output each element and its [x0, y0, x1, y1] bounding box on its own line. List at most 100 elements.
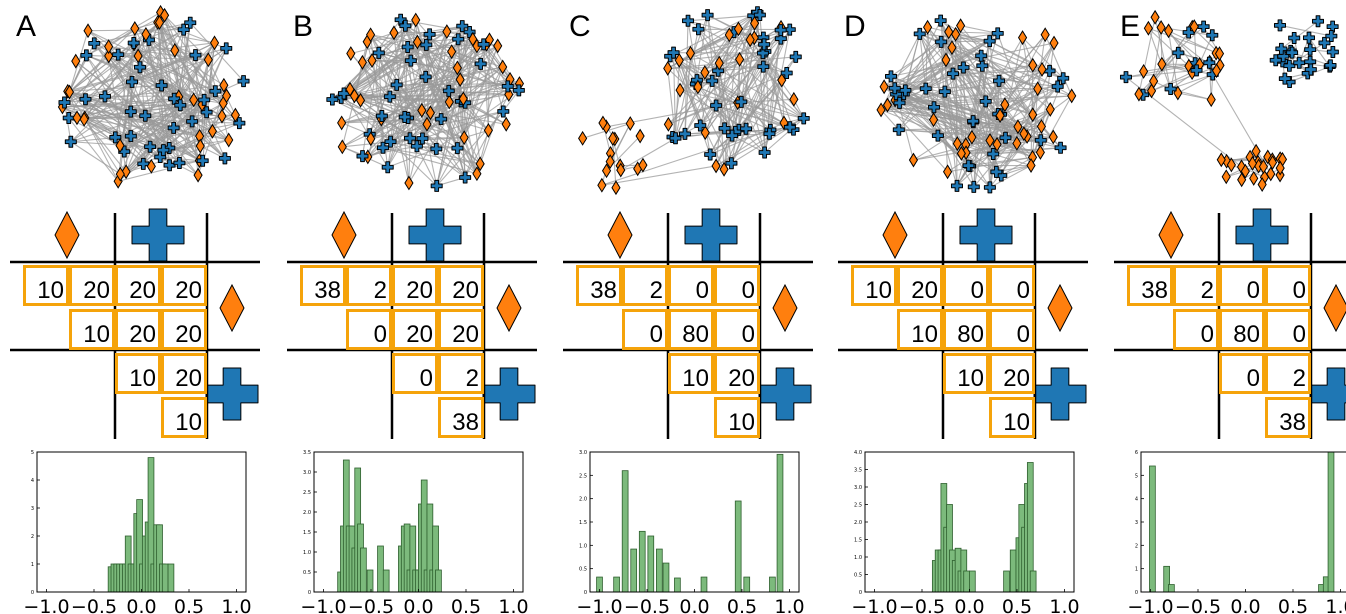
histogram-bar	[161, 563, 169, 593]
edge	[369, 46, 409, 135]
histogram-bar	[743, 576, 751, 593]
y-tick-label: 2	[31, 534, 34, 540]
orange-diamond-icon	[496, 283, 522, 333]
cross-node	[137, 157, 150, 170]
diamond-node	[72, 110, 82, 126]
network-graph	[838, 0, 1098, 205]
matrix-cell: 38	[1127, 265, 1173, 306]
cross-node	[423, 28, 436, 41]
diamond-node	[1149, 73, 1159, 89]
cross-node	[1057, 72, 1070, 85]
matrix-cell: 80	[1219, 309, 1265, 350]
cross-node	[1275, 42, 1288, 55]
histogram-bar	[382, 569, 390, 593]
edge	[1022, 37, 1064, 79]
histogram-bar	[1009, 549, 1017, 593]
cross-node	[780, 66, 793, 79]
cross-node	[667, 46, 680, 59]
cross-node	[144, 140, 157, 153]
cross-node	[975, 49, 988, 62]
edge	[448, 78, 511, 92]
edge	[393, 32, 510, 95]
diamond-node	[675, 82, 685, 98]
matrix-cell-value: 10	[129, 365, 156, 392]
diamond-node	[346, 46, 356, 61]
y-tick-label: 1	[31, 562, 34, 568]
blue-cross-icon	[959, 208, 1013, 262]
cross-node	[124, 130, 137, 143]
edge	[973, 80, 1000, 188]
cross-node	[1054, 141, 1067, 154]
diamond-node	[217, 108, 227, 124]
histogram-bar	[700, 576, 708, 593]
plot-frame	[1140, 451, 1346, 593]
edge	[68, 43, 95, 93]
y-tick-label: 4.0	[854, 450, 862, 456]
plot-frame	[589, 451, 800, 593]
cross-node	[401, 40, 414, 53]
diamond-node	[1266, 166, 1276, 182]
edges	[582, 11, 805, 188]
y-tick-label: 2.5	[303, 490, 311, 496]
edge	[362, 116, 406, 157]
edge	[704, 58, 740, 73]
cross-node	[126, 75, 139, 88]
edge	[1170, 52, 1179, 90]
cross-node	[706, 74, 719, 87]
orange-diamond-icon	[331, 210, 357, 260]
edge	[362, 145, 417, 157]
matrix-cell: 20	[69, 265, 115, 306]
cross-node	[1269, 54, 1282, 67]
y-tick-label: 3.5	[303, 450, 311, 456]
edge	[913, 125, 1042, 161]
edge	[104, 95, 227, 97]
matrix-cell: 20	[438, 265, 484, 306]
matrix-cell: 20	[392, 309, 438, 350]
diamond-node	[224, 132, 234, 148]
edge	[131, 42, 215, 83]
matrix-cell: 10	[69, 309, 115, 350]
cross-node	[726, 129, 739, 142]
y-tick-label: 5	[1135, 473, 1138, 479]
orange-diamond-icon	[772, 283, 798, 333]
diamond-node	[1216, 152, 1226, 168]
cross-node	[381, 161, 394, 174]
cross-node	[990, 165, 1003, 178]
edge	[674, 60, 680, 139]
cross-node	[442, 84, 455, 97]
cross-node	[950, 179, 963, 192]
diamond-node	[444, 94, 454, 110]
y-tick-label: 0.5	[854, 573, 862, 579]
cross-node	[704, 148, 717, 161]
network-graph	[287, 0, 547, 205]
y-tick-label: 3.0	[303, 470, 311, 476]
matrix-cell-value: 20	[406, 321, 433, 348]
histogram-bar	[734, 500, 742, 593]
diamond-node	[1037, 61, 1047, 77]
histogram-bars	[596, 453, 784, 593]
diamond-node	[425, 105, 436, 121]
edge	[483, 44, 489, 131]
diamond-node	[501, 116, 511, 132]
edge	[130, 103, 203, 113]
blue-cross-icon	[758, 367, 812, 421]
edge	[448, 90, 478, 174]
panel-label: D	[844, 10, 866, 43]
x-tick-label: 0.0	[679, 596, 709, 614]
cross-node	[127, 37, 140, 50]
diamond-node	[389, 25, 399, 41]
diamond-node	[1251, 143, 1261, 159]
cross-node	[124, 105, 137, 118]
edge	[898, 59, 947, 131]
diamond-node	[367, 52, 377, 68]
edge	[707, 15, 717, 106]
block-matrix: 10 20 10 0 0 80 0 10 20 10	[838, 205, 1098, 440]
diamond-node	[71, 53, 81, 69]
edge	[370, 34, 406, 118]
diamond-node	[985, 132, 995, 148]
matrix-cell: 0	[1265, 309, 1311, 350]
matrix-cell: 20	[989, 353, 1035, 394]
matrix-cell-value: 10	[1003, 409, 1030, 436]
x-tick-label: 1.0	[498, 596, 528, 614]
edge	[995, 126, 1042, 173]
